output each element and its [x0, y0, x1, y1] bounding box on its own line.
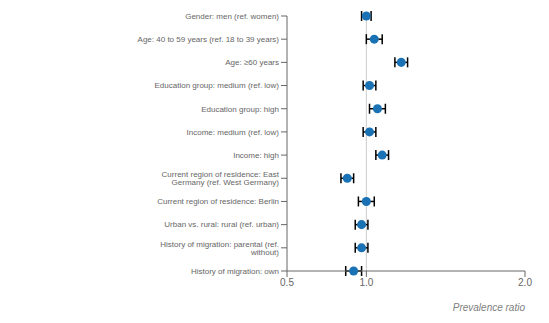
- svg-text:Gender: men (ref. women): Gender: men (ref. women): [185, 12, 279, 21]
- svg-text:Current region of residence: E: Current region of residence: EastGermany…: [162, 170, 280, 187]
- svg-text:1.0: 1.0: [359, 277, 373, 288]
- svg-text:Income: medium (ref. low): Income: medium (ref. low): [187, 128, 280, 137]
- svg-text:Urban vs. rural: rural (ref. u: Urban vs. rural: rural (ref. urban): [164, 220, 279, 229]
- svg-text:0.5: 0.5: [280, 277, 294, 288]
- svg-text:Prevalence ratio: Prevalence ratio: [453, 302, 526, 313]
- svg-text:Education group: medium (ref.: Education group: medium (ref. low): [155, 81, 280, 90]
- svg-text:History of migration: own: History of migration: own: [191, 267, 279, 276]
- svg-text:Age: ≥60 years: Age: ≥60 years: [225, 58, 279, 67]
- svg-text:Income: high: Income: high: [233, 151, 279, 160]
- svg-text:Current region of residence: B: Current region of residence: Berlin: [157, 197, 279, 206]
- svg-text:Age: 40 to 59 years (ref. 18 t: Age: 40 to 59 years (ref. 18 to 39 years…: [138, 35, 280, 44]
- svg-text:History of migration: parental: History of migration: parental (ref.with…: [160, 240, 279, 257]
- svg-text:Education group: high: Education group: high: [201, 105, 279, 114]
- svg-text:2.0: 2.0: [518, 277, 532, 288]
